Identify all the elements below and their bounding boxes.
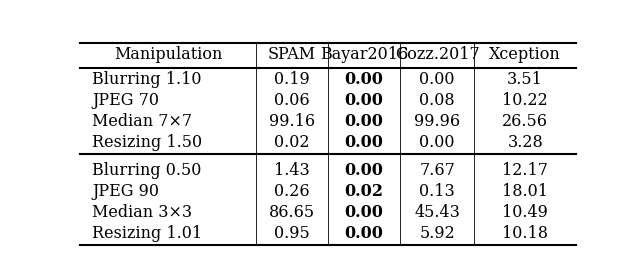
Text: 18.01: 18.01 <box>502 183 548 200</box>
Text: 3.51: 3.51 <box>508 71 543 88</box>
Text: 45.43: 45.43 <box>414 204 460 221</box>
Text: 10.18: 10.18 <box>502 225 548 242</box>
Text: 86.65: 86.65 <box>269 204 315 221</box>
Text: 10.49: 10.49 <box>502 204 548 221</box>
Text: 12.17: 12.17 <box>502 162 548 179</box>
Text: Resizing 1.01: Resizing 1.01 <box>92 225 202 242</box>
Text: 0.00: 0.00 <box>344 71 383 88</box>
Text: JPEG 70: JPEG 70 <box>92 92 159 109</box>
Text: 1.43: 1.43 <box>274 162 310 179</box>
Text: 3.28: 3.28 <box>508 134 543 151</box>
Text: Xception: Xception <box>490 46 561 63</box>
Text: 0.00: 0.00 <box>344 113 383 130</box>
Text: 0.02: 0.02 <box>344 183 383 200</box>
Text: 0.13: 0.13 <box>419 183 455 200</box>
Text: Resizing 1.50: Resizing 1.50 <box>92 134 202 151</box>
Text: Blurring 1.10: Blurring 1.10 <box>92 71 202 88</box>
Text: 99.16: 99.16 <box>269 113 315 130</box>
Text: Median 7×7: Median 7×7 <box>92 113 193 130</box>
Text: Bayar2016: Bayar2016 <box>320 46 408 63</box>
Text: 0.00: 0.00 <box>344 134 383 151</box>
Text: 0.00: 0.00 <box>344 92 383 109</box>
Text: 99.96: 99.96 <box>414 113 460 130</box>
Text: 5.92: 5.92 <box>419 225 455 242</box>
Text: 0.19: 0.19 <box>274 71 310 88</box>
Text: 0.00: 0.00 <box>419 134 455 151</box>
Text: Manipulation: Manipulation <box>114 46 222 63</box>
Text: Cozz.2017: Cozz.2017 <box>395 46 479 63</box>
Text: 0.08: 0.08 <box>419 92 455 109</box>
Text: 0.06: 0.06 <box>274 92 310 109</box>
Text: 7.67: 7.67 <box>419 162 455 179</box>
Text: 0.00: 0.00 <box>344 225 383 242</box>
Text: 26.56: 26.56 <box>502 113 548 130</box>
Text: 0.00: 0.00 <box>344 204 383 221</box>
Text: JPEG 90: JPEG 90 <box>92 183 159 200</box>
Text: Blurring 0.50: Blurring 0.50 <box>92 162 202 179</box>
Text: 0.02: 0.02 <box>275 134 310 151</box>
Text: 0.26: 0.26 <box>274 183 310 200</box>
Text: 10.22: 10.22 <box>502 92 548 109</box>
Text: 0.95: 0.95 <box>274 225 310 242</box>
Text: 0.00: 0.00 <box>344 162 383 179</box>
Text: Median 3×3: Median 3×3 <box>92 204 193 221</box>
Text: 0.00: 0.00 <box>419 71 455 88</box>
Text: SPAM: SPAM <box>268 46 316 63</box>
